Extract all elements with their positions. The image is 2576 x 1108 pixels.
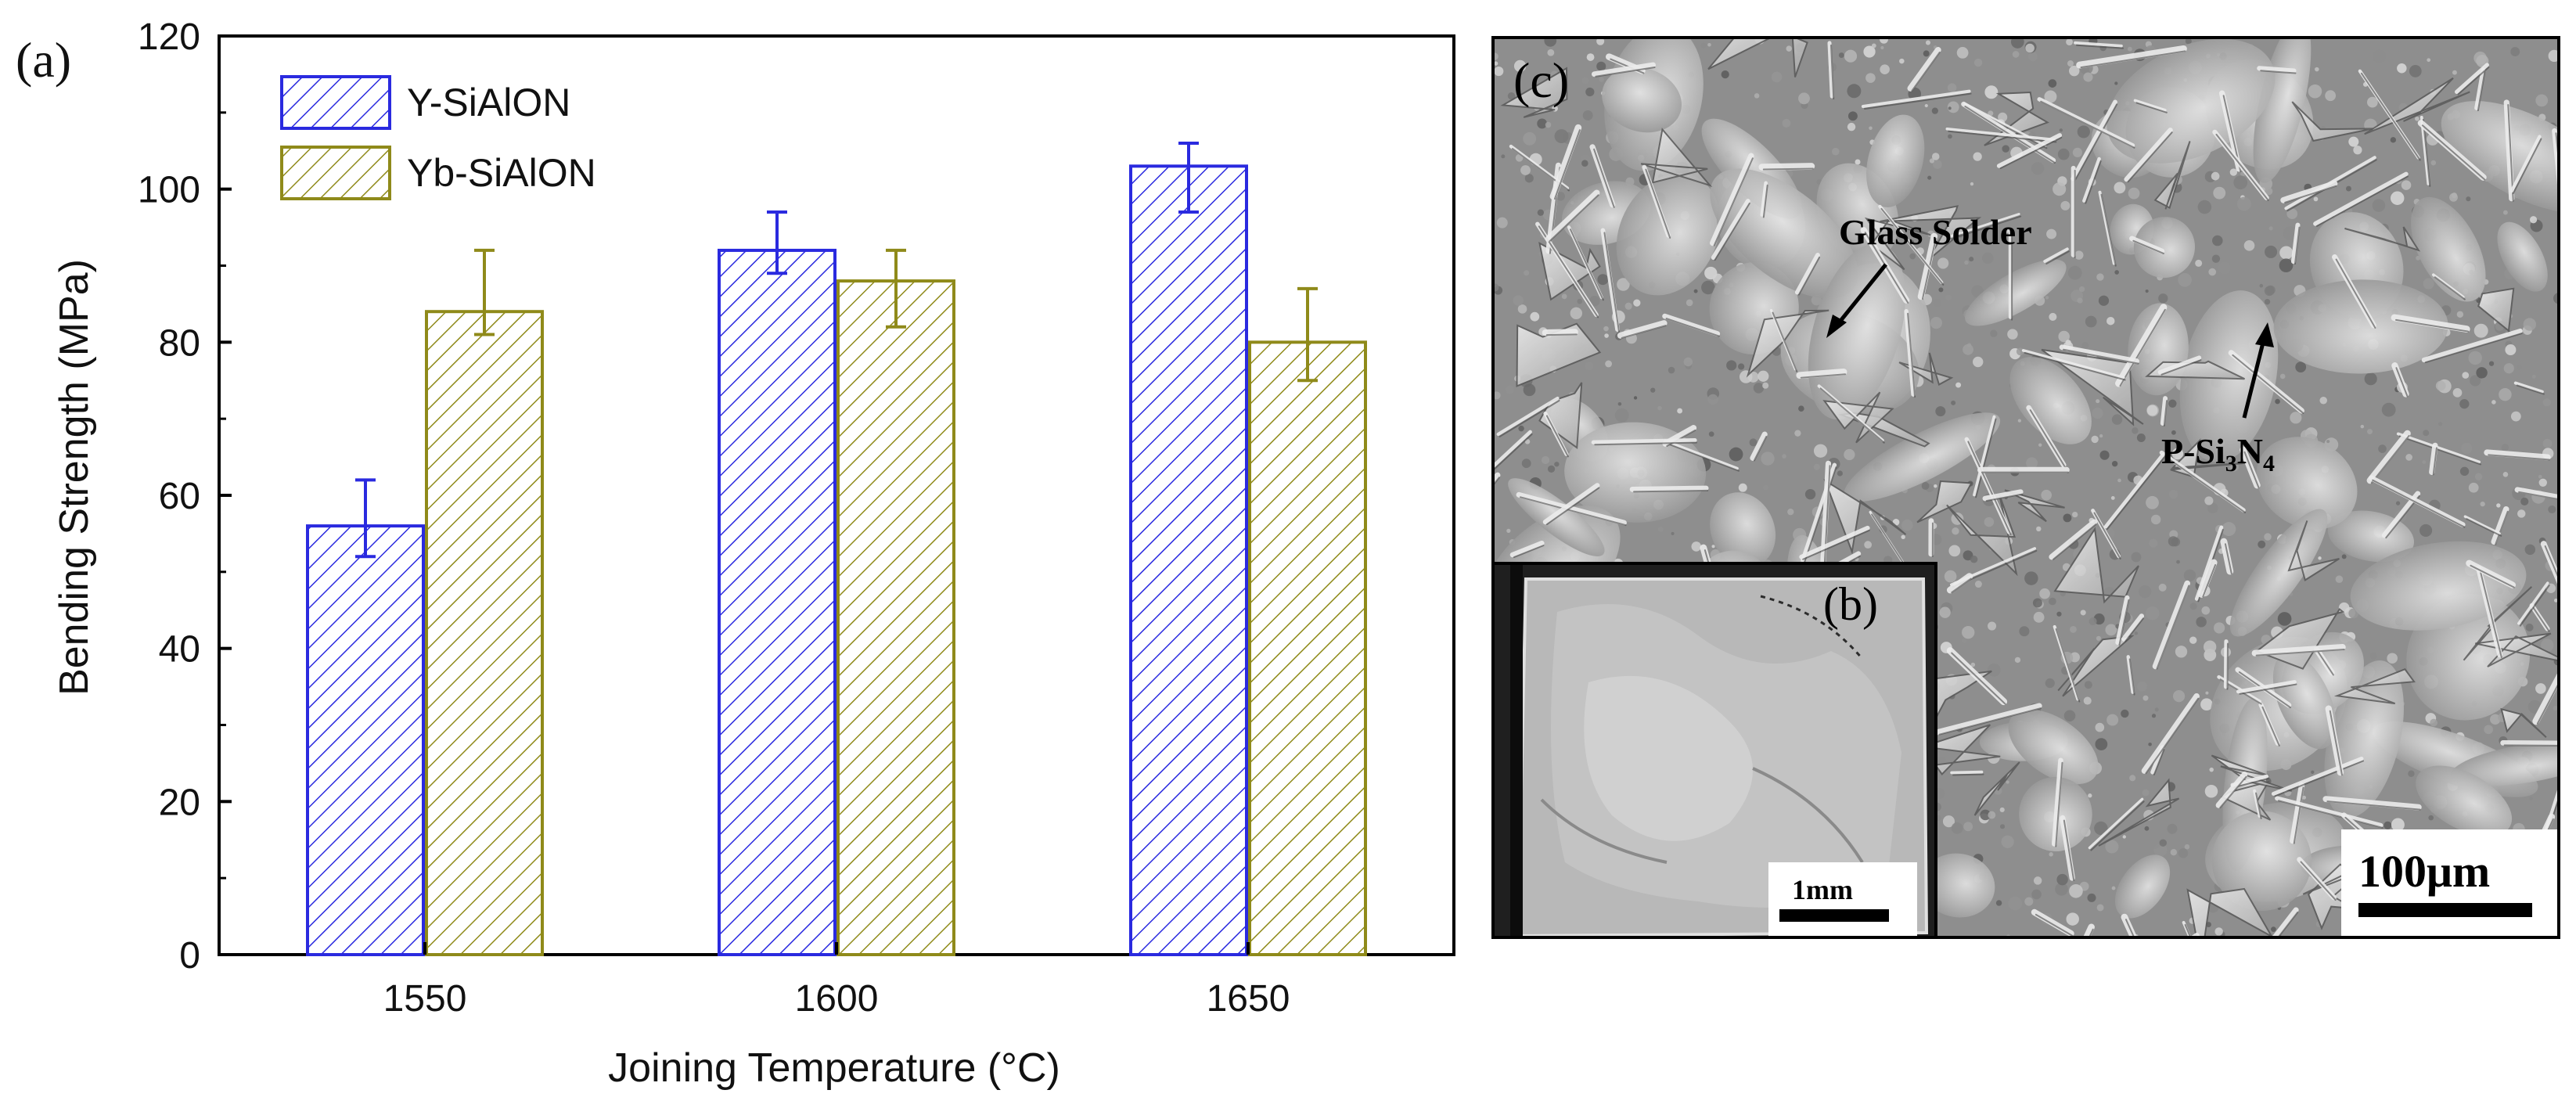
scale-bar-main — [2358, 903, 2532, 917]
x-tick-label: 1600 — [795, 978, 879, 1020]
bar-y-sialon-1600 — [718, 248, 836, 956]
y-tick-label: 100 — [138, 170, 200, 211]
legend-label: Y-SiAlON — [407, 81, 570, 124]
y-axis-label: Bending Strength (MPa) — [52, 259, 97, 696]
panel-label-b: (b) — [1823, 578, 1878, 630]
si3n4-arrow — [2242, 322, 2274, 419]
scale-label-inset: 1mm — [1792, 874, 1853, 905]
legend-label: Yb-SiAlON — [407, 151, 596, 195]
x-tick-label: 1550 — [383, 978, 467, 1020]
x-tick-label: 1650 — [1207, 978, 1290, 1020]
y-tick-label: 0 — [179, 935, 200, 977]
legend-swatch — [280, 75, 391, 130]
bar-yb-sialon-1550 — [425, 310, 544, 956]
inset-micrograph: (b) 1mm — [1495, 562, 1937, 936]
panel-label-a: (a) — [16, 32, 71, 88]
bar-yb-sialon-1600 — [836, 279, 955, 957]
panel-label-c: (c) — [1513, 52, 1570, 108]
legend-swatch — [280, 146, 391, 200]
scale-bar-box-inset — [1768, 862, 1917, 936]
y-tick-label: 80 — [159, 322, 200, 364]
glass-solder-arrow — [1826, 263, 1887, 338]
scale-label-main: 100μm — [2358, 846, 2491, 897]
bar-chart: 0 20 40 60 80 100 120 1550 1600 1650 Y-SiAlON Yb-S… — [16, 16, 1455, 1091]
inset-texture — [1495, 565, 1934, 936]
y-tick-label: 60 — [159, 476, 200, 517]
y-tick-label: 40 — [159, 629, 200, 671]
y-tick-label: 20 — [159, 782, 200, 823]
si3n4-label: P-Si3N4 — [2161, 431, 2276, 477]
bar-y-sialon-1550 — [306, 524, 425, 956]
sem-micrograph: (c) Glass Solder P-Si3N4 100μm (b) 1mm — [1491, 36, 2560, 939]
x-axis-label: Joining Temperature (°C) — [608, 1045, 1060, 1091]
scale-bar-box-main — [2341, 829, 2557, 936]
bar-yb-sialon-1650 — [1248, 340, 1367, 957]
bar-y-sialon-1650 — [1129, 164, 1248, 957]
glass-solder-label: Glass Solder — [1839, 212, 2032, 252]
y-tick-label: 120 — [138, 16, 200, 58]
scale-bar-inset — [1779, 909, 1889, 922]
